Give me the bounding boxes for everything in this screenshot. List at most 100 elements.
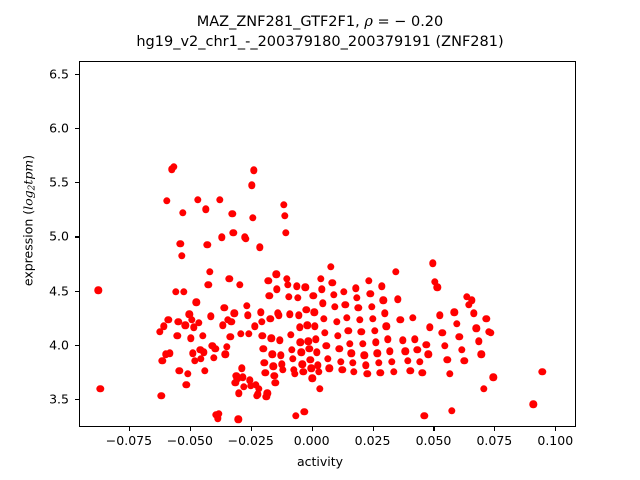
scatter-point — [285, 293, 293, 301]
scatter-point — [345, 339, 354, 348]
scatter-point — [289, 365, 298, 374]
scatter-point — [260, 359, 269, 367]
title-gene: ZNF281 — [441, 34, 498, 50]
scatter-point — [422, 340, 430, 349]
scatter-point — [231, 378, 239, 387]
scatter-point — [357, 327, 366, 336]
x-tick-mark — [250, 427, 252, 431]
scatter-point — [237, 330, 245, 338]
scatter-point — [258, 332, 267, 340]
rho-symbol: ρ — [364, 14, 373, 30]
scatter-point — [337, 358, 345, 366]
scatter-point — [213, 414, 222, 422]
scatter-point — [428, 259, 437, 268]
scatter-point — [472, 324, 481, 333]
scatter-point — [203, 241, 212, 249]
x-tick-mark — [311, 427, 313, 431]
x-tick-mark — [189, 427, 191, 431]
scatter-point — [399, 336, 407, 344]
scatter-point — [482, 314, 490, 323]
scatter-point — [383, 335, 392, 343]
scatter-point — [453, 320, 461, 328]
scatter-point — [324, 354, 332, 363]
scatter-point — [257, 318, 266, 326]
scatter-point — [305, 345, 313, 353]
scatter-point — [293, 294, 302, 302]
scatter-point — [378, 282, 386, 290]
scatter-point — [373, 349, 382, 357]
scatter-point — [319, 299, 327, 308]
scatter-point — [193, 195, 202, 204]
scatter-point — [315, 367, 323, 376]
x-tick-mark — [372, 427, 374, 431]
scatter-point — [360, 351, 368, 360]
scatter-point — [176, 240, 184, 248]
scatter-point — [450, 308, 459, 316]
scatter-point — [310, 308, 318, 316]
scatter-point — [318, 285, 326, 294]
x-tick-mark — [494, 427, 496, 431]
y-tick-mark — [75, 398, 79, 400]
scatter-point — [157, 391, 165, 400]
scatter-point — [307, 364, 315, 373]
scatter-point — [273, 285, 281, 294]
scatter-point — [424, 350, 432, 359]
scatter-point — [269, 362, 277, 370]
scatter-point — [325, 364, 333, 373]
scatter-point — [298, 360, 307, 368]
scatter-point — [276, 336, 284, 344]
scatter-point — [270, 372, 278, 380]
scatter-point — [304, 337, 312, 346]
scatter-point — [359, 339, 367, 348]
scatter-point — [173, 332, 181, 340]
scatter-point — [217, 233, 226, 242]
scatter-point — [385, 347, 394, 355]
title-region: hg19_v2_chr1_-_200379180_200379191 — [136, 34, 431, 50]
scatter-point — [155, 327, 164, 336]
scatter-point — [179, 208, 187, 217]
scatter-point — [220, 304, 229, 312]
y-tick-mark — [75, 344, 79, 346]
scatter-point — [266, 314, 274, 323]
scatter-point — [164, 316, 173, 324]
scatter-point — [413, 346, 422, 354]
plot-area — [79, 61, 576, 427]
scatter-point — [370, 326, 379, 335]
scatter-point — [379, 296, 388, 304]
scatter-point — [529, 400, 537, 408]
x-tick-label: 0.025 — [354, 433, 391, 448]
scatter-point — [247, 382, 255, 390]
scatter-point — [216, 195, 224, 204]
scatter-point — [238, 364, 246, 373]
scatter-point — [443, 356, 451, 364]
scatter-point — [416, 358, 424, 366]
scatter-point — [332, 318, 341, 326]
scatter-point — [219, 321, 227, 329]
scatter-point — [268, 350, 276, 359]
y-tick-label: 5.0 — [49, 228, 69, 244]
ylabel-tpm: tpm — [20, 159, 36, 185]
scatter-point — [394, 295, 402, 303]
scatter-point — [184, 370, 192, 378]
scatter-point — [275, 311, 283, 320]
scatter-point — [320, 314, 328, 323]
scatter-point — [475, 337, 483, 346]
scatter-point — [460, 357, 468, 365]
scatter-point — [263, 389, 272, 398]
scatter-point — [389, 367, 398, 376]
scatter-point — [199, 348, 208, 356]
scatter-point — [246, 376, 254, 385]
scatter-point — [201, 366, 209, 375]
scatter-point — [455, 333, 464, 341]
scatter-point — [234, 415, 242, 424]
scatter-point — [94, 286, 102, 295]
scatter-point — [353, 294, 361, 302]
scatter-point — [286, 310, 294, 318]
scatter-point — [292, 282, 301, 290]
scatter-point — [296, 338, 305, 347]
y-tick-mark — [75, 290, 79, 292]
y-tick-label: 4.0 — [49, 337, 69, 353]
scatter-point — [363, 370, 371, 378]
scatter-point — [306, 356, 314, 364]
scatter-point — [302, 306, 311, 314]
